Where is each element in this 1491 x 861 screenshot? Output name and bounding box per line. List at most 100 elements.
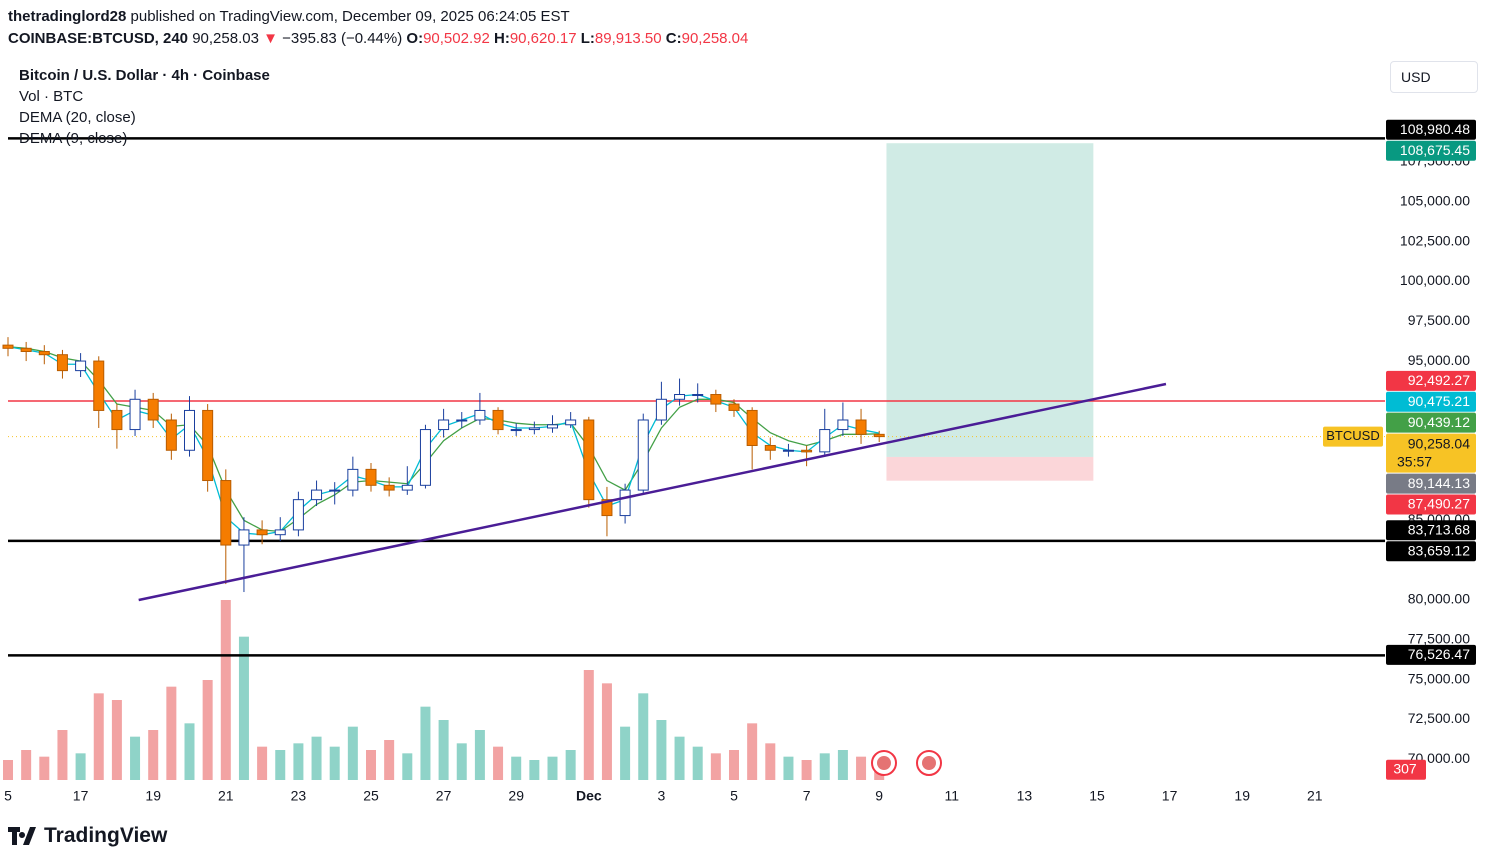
- currency-button[interactable]: USD: [1390, 61, 1478, 93]
- candle-body: [855, 419, 867, 435]
- volume-bar: [493, 746, 504, 780]
- volume-bar: [57, 730, 68, 780]
- ohlc-value: 89,913.50: [594, 30, 662, 47]
- volume-bar: [384, 740, 395, 780]
- volume-bar: [148, 730, 159, 780]
- volume-bar: [583, 670, 594, 780]
- published: published on TradingView.com, December 0…: [130, 8, 570, 25]
- candle-body: [746, 409, 758, 446]
- brand-logo: [8, 827, 36, 845]
- volume-bar: [547, 756, 558, 780]
- candle-body: [329, 489, 341, 492]
- price-label-bg: [1386, 140, 1476, 161]
- y-tick-label: 105,000.00: [1400, 192, 1470, 208]
- candle-body: [801, 449, 813, 453]
- legend: Bitcoin / U.S. Dollar · 4h · Coinbase Vo…: [19, 65, 270, 149]
- brand-text: TradingView: [44, 824, 168, 847]
- x-tick-label: 3: [658, 788, 666, 804]
- x-tick-label: 5: [4, 788, 12, 804]
- volume-bar: [366, 750, 376, 780]
- volume-bar: [184, 723, 195, 780]
- candle-body: [274, 529, 286, 536]
- quote-line: COINBASE:BTCUSD, 240 90,258.03 ▼ −395.83…: [8, 28, 748, 50]
- candle-body: [2, 344, 14, 349]
- volume-bar: [93, 693, 104, 780]
- candle-body: [256, 529, 268, 536]
- volume-bar: [347, 726, 358, 780]
- price-label: 76,526.47: [1408, 646, 1470, 662]
- candle-body: [165, 419, 177, 451]
- ohlc-key: H:: [493, 30, 510, 47]
- volume-bar: [75, 753, 86, 780]
- price-label: 87,490.27: [1408, 496, 1470, 512]
- price-label-bg: [1386, 412, 1476, 433]
- volume-bar: [765, 743, 776, 780]
- legend-entry: DEMA (9, close): [19, 130, 128, 147]
- y-tick-label: 72,500.00: [1408, 710, 1470, 726]
- x-tick-label: 21: [218, 788, 234, 804]
- candle-body: [129, 398, 141, 431]
- candle-body: [474, 409, 486, 421]
- price-label-bg: [1386, 520, 1476, 541]
- brand: TradingView: [8, 824, 167, 848]
- countdown: 35:57: [1397, 453, 1432, 469]
- y-tick-label: 80,000.00: [1408, 591, 1470, 607]
- volume-bar: [638, 693, 649, 780]
- change: −395.83 (−0.44%): [282, 30, 403, 47]
- volume-bar: [511, 756, 522, 780]
- x-tick-label: Dec: [576, 788, 602, 804]
- candle-body: [655, 398, 667, 421]
- volume-bar: [220, 600, 231, 780]
- legend-entry: DEMA (20, close): [19, 109, 136, 126]
- volume-bar: [275, 750, 286, 780]
- y-tick-label: 77,500.00: [1408, 631, 1470, 647]
- candle-body: [528, 427, 540, 431]
- x-tick-label: 17: [73, 788, 89, 804]
- candle-body: [819, 429, 831, 453]
- x-tick-label: 9: [875, 788, 883, 804]
- ohlc-key: O:: [406, 30, 424, 47]
- x-tick-label: 29: [508, 788, 524, 804]
- candle-body: [38, 351, 50, 356]
- volume-bar: [293, 743, 304, 780]
- volume-bar: [166, 686, 177, 780]
- candle-body: [75, 360, 87, 372]
- price-label: 89,144.13: [1408, 475, 1470, 491]
- event-flag: [922, 756, 936, 770]
- publisher: thetradinglord28: [8, 8, 127, 25]
- volume-bar: [783, 756, 794, 780]
- candle-body: [401, 484, 413, 491]
- volume-bar: [402, 753, 413, 780]
- position-profit: [886, 143, 1094, 457]
- y-tick-label: 97,500.00: [1408, 312, 1470, 328]
- price-label-bg: [1386, 473, 1476, 494]
- price-label-bg: [1386, 391, 1476, 412]
- volume-bar: [747, 723, 758, 780]
- volume-bar: [39, 756, 50, 780]
- x-tick-label: 27: [436, 788, 452, 804]
- volume-bar: [257, 746, 268, 780]
- candle-body: [184, 409, 195, 451]
- volume-bar: [856, 756, 867, 780]
- candle-body: [56, 354, 68, 372]
- symbol-tag-bg: [1323, 426, 1383, 447]
- volume-bar: [311, 736, 322, 780]
- legend-entry: Vol · BTC: [19, 88, 84, 105]
- x-tick-label: 11: [945, 788, 960, 804]
- volume-bar: [837, 750, 848, 780]
- candle-body: [692, 394, 704, 397]
- candle-body: [837, 419, 849, 431]
- candle-body: [583, 419, 595, 501]
- y-tick-label: 100,000.00: [1400, 272, 1470, 288]
- x-tick-label: 7: [803, 788, 811, 804]
- ohlc-key: C:: [665, 30, 682, 47]
- volume-bar: [674, 736, 685, 780]
- volume-bar: [529, 760, 540, 780]
- volume-label: 307: [1393, 760, 1417, 776]
- x-tick-label: 19: [145, 788, 161, 804]
- candle-body: [510, 429, 522, 432]
- volume-bar: [565, 750, 576, 780]
- candle-body: [20, 347, 32, 353]
